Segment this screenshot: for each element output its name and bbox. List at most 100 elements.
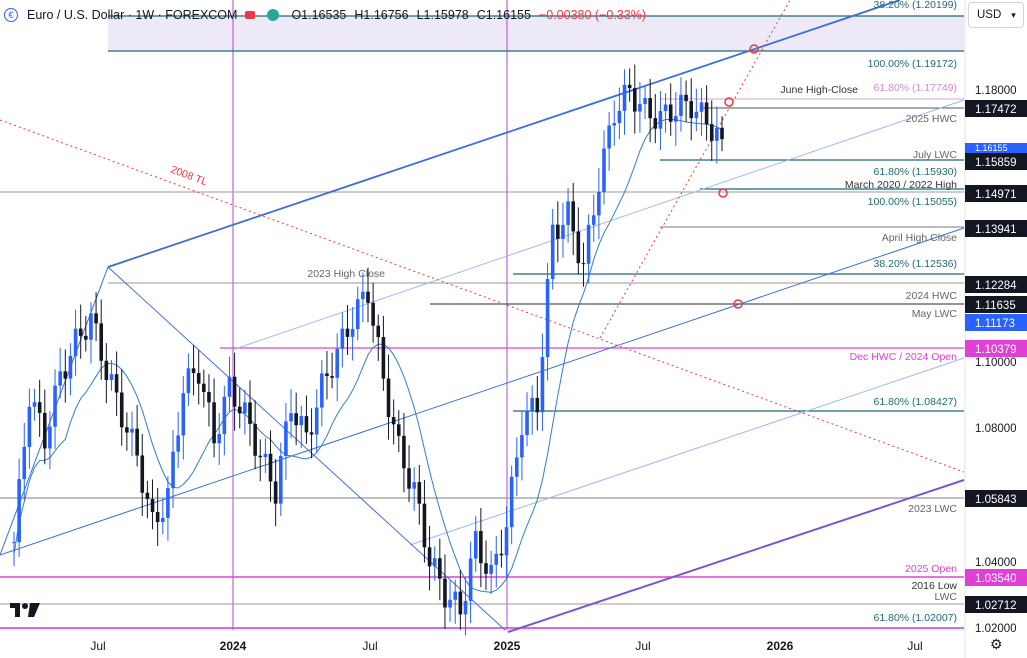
price-tag: 1.05843 xyxy=(965,490,1027,507)
chevron-down-icon: ▾ xyxy=(1011,9,1016,20)
candle-body xyxy=(679,94,683,117)
candle-body xyxy=(448,599,452,608)
candle-body xyxy=(438,558,442,579)
candle-body xyxy=(612,123,617,126)
candle-body xyxy=(581,263,586,265)
candle-body xyxy=(207,391,211,403)
currency-label: USD xyxy=(977,9,1002,21)
level-label: 61.80% (1.08427) xyxy=(874,396,957,408)
level-label: 100.00% (1.15055) xyxy=(868,196,957,208)
candle-body xyxy=(632,88,637,112)
svg-text:1.03540: 1.03540 xyxy=(975,573,1017,585)
svg-text:1.17472: 1.17472 xyxy=(975,104,1017,116)
svg-text:1.05843: 1.05843 xyxy=(975,494,1017,506)
candle-body xyxy=(545,279,550,358)
time-axis[interactable]: Jul 2024 Jul 2025 Jul 2026 Jul xyxy=(90,639,922,653)
candle-body xyxy=(263,453,268,458)
candle-body xyxy=(320,373,324,408)
svg-text:1.12284: 1.12284 xyxy=(975,280,1017,292)
candle-body xyxy=(99,323,104,361)
candle-body xyxy=(340,328,345,349)
candle-body xyxy=(571,201,576,232)
candle-body xyxy=(576,231,581,264)
y-tick-label: 1.10000 xyxy=(975,357,1017,369)
price-tag: 1.10379 xyxy=(965,340,1027,357)
candle-body xyxy=(556,224,560,239)
candle-body xyxy=(591,215,596,225)
candle-body xyxy=(114,374,119,393)
candle-body xyxy=(674,116,678,122)
candle-body xyxy=(653,118,658,129)
candle-body xyxy=(407,468,411,489)
candle-body xyxy=(561,224,565,239)
candle-body xyxy=(22,446,27,480)
candle-body xyxy=(135,428,139,456)
fib-zone-shade xyxy=(108,16,964,51)
currency-selector[interactable]: USD ▾ xyxy=(968,2,1024,28)
candle-body xyxy=(535,397,540,413)
candle-body xyxy=(248,402,252,424)
level-label: 38.20% (1.12536) xyxy=(874,258,957,270)
candle-body xyxy=(294,413,298,426)
candle-body xyxy=(458,591,463,615)
candle-body xyxy=(68,355,73,379)
candle-body xyxy=(268,453,273,482)
price-tag: 1.12284 xyxy=(965,276,1027,293)
level-label: July LWC xyxy=(913,149,958,161)
price-tag: 1.02712 xyxy=(965,596,1027,613)
candle-body xyxy=(202,383,206,392)
candle-body xyxy=(381,337,386,379)
candle-body xyxy=(94,313,98,324)
candle-body xyxy=(109,374,114,380)
candle-body xyxy=(494,553,499,565)
level-label: 2023 LWC xyxy=(908,503,957,515)
candle-body xyxy=(586,224,591,264)
level-label: LWC xyxy=(934,591,957,603)
y-tick-label: 1.04000 xyxy=(975,557,1017,569)
candle-body xyxy=(417,482,422,504)
candle-body xyxy=(627,84,632,89)
x-tick-label: Jul xyxy=(635,639,650,653)
price-tag: 1.11173 xyxy=(965,314,1027,331)
candle-body xyxy=(53,385,57,427)
x-tick-label: Jul xyxy=(362,639,377,653)
price-tag: 1.13941 xyxy=(965,220,1027,237)
candle-body xyxy=(58,371,62,386)
x-tick-label: Jul xyxy=(907,639,922,653)
candle-body xyxy=(566,201,570,225)
candle-body xyxy=(314,407,319,435)
y-tick-label: 1.02000 xyxy=(975,623,1017,635)
candle-body xyxy=(253,423,257,456)
candle-body xyxy=(355,299,360,330)
chart-legend: € Euro / U.S. Dollar · 1W · FOREXCOM O1.… xyxy=(0,0,965,30)
price-tag: 1.03540 xyxy=(965,569,1027,586)
y-tick-label: 1.08000 xyxy=(975,423,1017,435)
target-circle xyxy=(749,44,759,54)
gear-icon[interactable]: ⚙ xyxy=(990,636,1003,652)
mid-channel-line xyxy=(231,99,965,351)
candle-body xyxy=(422,503,427,548)
candle-body xyxy=(432,558,437,567)
candle-body xyxy=(181,393,186,436)
candle-body xyxy=(42,412,47,449)
svg-text:1.11173: 1.11173 xyxy=(975,318,1015,330)
level-label: 61.80% (1.15930) xyxy=(874,166,957,178)
candle-body xyxy=(304,416,309,433)
bookmark-flag-icon[interactable] xyxy=(245,11,256,19)
market-status-icon[interactable] xyxy=(267,9,280,21)
candle-body xyxy=(78,328,83,336)
candle-body xyxy=(391,417,396,425)
candle-body xyxy=(32,402,37,407)
candle-body xyxy=(186,368,191,394)
candle-body xyxy=(166,488,170,518)
candle-body xyxy=(622,84,627,111)
candle-body xyxy=(299,416,304,426)
ohlc-change: −0.00380 (−0.33%) xyxy=(538,8,646,22)
symbol-title[interactable]: Euro / U.S. Dollar · 1W · FOREXCOM xyxy=(27,8,238,22)
candle-body xyxy=(191,368,196,374)
candle-body xyxy=(119,392,124,428)
price-axis[interactable]: 1.18000 1.10000 1.08000 1.04000 1.02000 xyxy=(975,85,1017,635)
ohlc-low: L1.15978 xyxy=(416,8,469,22)
candle-body xyxy=(309,432,314,435)
